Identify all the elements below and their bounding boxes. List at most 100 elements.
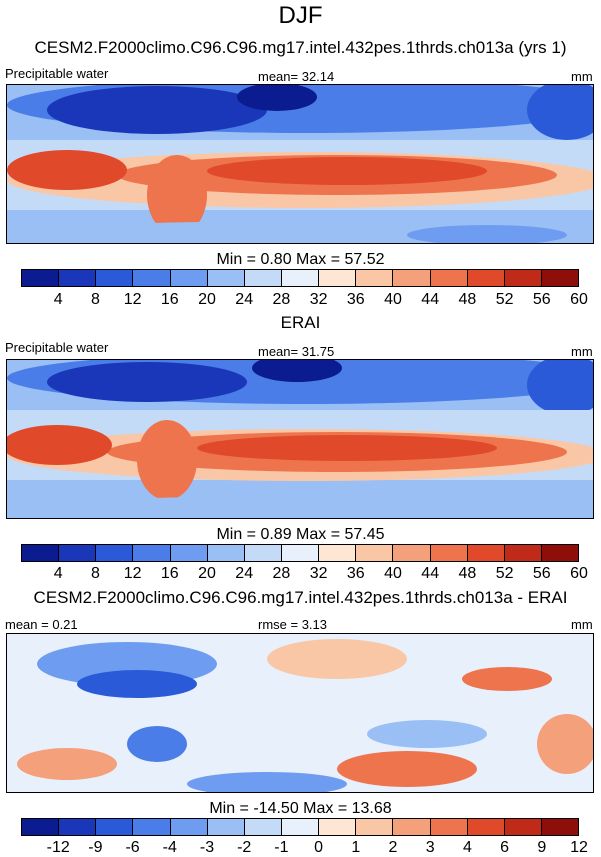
colorbar-tick-label: 32	[309, 565, 328, 582]
colorbar-swatch	[170, 819, 208, 835]
panel2-units-label: mm	[571, 344, 593, 359]
colorbar-swatch	[504, 819, 542, 835]
colorbar-tick-label: 48	[458, 291, 477, 308]
colorbar-tick-label: 52	[495, 565, 514, 582]
panel2-map-canvas	[7, 360, 593, 518]
panel3-units-label: mm	[571, 617, 593, 632]
panel3-map-canvas	[7, 634, 593, 792]
colorbar-swatch	[467, 270, 505, 286]
colorbar-swatch	[541, 819, 579, 835]
colorbar-swatch	[170, 270, 208, 286]
panel3-colorbar-ticks: -12 -9 -6 -4 -3 -2 -1 0 1 2 3 4 6 9 12	[21, 839, 588, 857]
colorbar-swatch	[281, 819, 320, 835]
panel2-min-max: Min = 0.89 Max = 57.45	[216, 526, 385, 543]
colorbar-swatch	[319, 819, 357, 835]
panel2-colorbar	[21, 544, 579, 562]
colorbar-swatch	[430, 545, 468, 561]
colorbar-tick-label: -9	[88, 839, 103, 856]
colorbar-tick-label: 4	[53, 565, 63, 582]
panel2-colorbar-ticks: 4 8 12 16 20 24 28 32 36 40 44 48 52 56 60	[21, 565, 588, 583]
colorbar-tick-label: 36	[346, 565, 365, 582]
colorbar-tick-label: 60	[570, 291, 588, 308]
colorbar-tick-label: 20	[198, 565, 216, 582]
colorbar-tick-label: 12	[570, 839, 588, 856]
colorbar-swatch	[59, 819, 97, 835]
colorbar-swatch	[281, 545, 320, 561]
colorbar-tick-label: 40	[384, 565, 402, 582]
colorbar-tick-label: 36	[346, 291, 365, 308]
colorbar-swatch	[541, 270, 579, 286]
colorbar-tick-label: -6	[125, 839, 140, 856]
colorbar-tick-label: 12	[123, 565, 142, 582]
colorbar-swatch	[207, 545, 245, 561]
colorbar-tick-label: 52	[495, 291, 514, 308]
colorbar-tick-label: 44	[421, 291, 440, 308]
colorbar-swatch	[430, 270, 468, 286]
colorbar-tick-label: 3	[425, 839, 435, 856]
colorbar-swatch	[504, 270, 542, 286]
colorbar-swatch	[467, 819, 505, 835]
colorbar-tick-label: -12	[46, 839, 70, 856]
colorbar-tick-label: 8	[90, 291, 100, 308]
panel2-variable-label: Precipitable water	[5, 340, 109, 355]
panel3-colorbar	[21, 818, 579, 836]
colorbar-swatch	[244, 270, 282, 286]
panel1-map	[6, 84, 594, 244]
colorbar-swatch	[504, 545, 542, 561]
colorbar-swatch	[467, 545, 505, 561]
colorbar-tick-label: 6	[500, 839, 510, 856]
colorbar-tick-label: -3	[199, 839, 215, 856]
colorbar-swatch	[319, 270, 357, 286]
colorbar-tick-label: -2	[237, 839, 252, 856]
colorbar-swatch	[133, 819, 171, 835]
colorbar-tick-label: 24	[235, 291, 254, 308]
panel3-map	[6, 633, 594, 793]
colorbar-tick-label: 4	[462, 839, 472, 856]
colorbar-swatch	[96, 819, 134, 835]
colorbar-tick-label: 40	[384, 291, 402, 308]
colorbar-tick-label: 32	[309, 291, 328, 308]
colorbar-tick-label: 12	[123, 291, 142, 308]
colorbar-tick-label: 56	[532, 565, 551, 582]
colorbar-tick-label: 0	[314, 839, 324, 856]
panel2-mean-label: mean= 31.75	[258, 344, 335, 359]
colorbar-swatch	[244, 545, 282, 561]
colorbar-swatch	[356, 270, 394, 286]
colorbar-tick-label: 24	[235, 565, 254, 582]
colorbar-swatch	[281, 270, 320, 286]
colorbar-tick-label: -1	[274, 839, 289, 856]
colorbar-tick-label: 16	[160, 565, 179, 582]
panel3-mean-label: mean = 0.21	[5, 617, 78, 632]
colorbar-swatch	[59, 545, 97, 561]
colorbar-tick-label: 20	[198, 291, 216, 308]
page-title: DJF	[278, 2, 323, 29]
colorbar-swatch	[430, 819, 468, 835]
colorbar-swatch	[356, 545, 394, 561]
colorbar-swatch	[319, 545, 357, 561]
panel3-min-max: Min = -14.50 Max = 13.68	[209, 800, 392, 817]
colorbar-swatch	[393, 270, 431, 286]
panel1-min-max: Min = 0.80 Max = 57.52	[216, 251, 385, 268]
colorbar-tick-label: 16	[160, 291, 179, 308]
colorbar-swatch	[22, 819, 60, 835]
colorbar-tick-label: 60	[570, 565, 588, 582]
colorbar-tick-label: 2	[388, 839, 398, 856]
colorbar-tick-label: 8	[90, 565, 100, 582]
colorbar-tick-label: 48	[458, 565, 477, 582]
colorbar-swatch	[356, 819, 394, 835]
colorbar-swatch	[207, 819, 245, 835]
colorbar-swatch	[22, 270, 60, 286]
colorbar-swatch	[22, 545, 60, 561]
panel2-subtitle: ERAI	[280, 313, 321, 332]
colorbar-swatch	[96, 545, 134, 561]
colorbar-tick-label: 44	[421, 565, 440, 582]
colorbar-swatch	[96, 270, 134, 286]
colorbar-swatch	[393, 819, 431, 835]
colorbar-tick-label: 9	[537, 839, 547, 856]
panel2-map	[6, 359, 594, 519]
colorbar-swatch	[207, 270, 245, 286]
colorbar-swatch	[133, 545, 171, 561]
panel1-map-canvas	[7, 85, 593, 243]
colorbar-swatch	[133, 270, 171, 286]
panel3-subtitle: CESM2.F2000climo.C96.C96.mg17.intel.432p…	[33, 588, 568, 607]
